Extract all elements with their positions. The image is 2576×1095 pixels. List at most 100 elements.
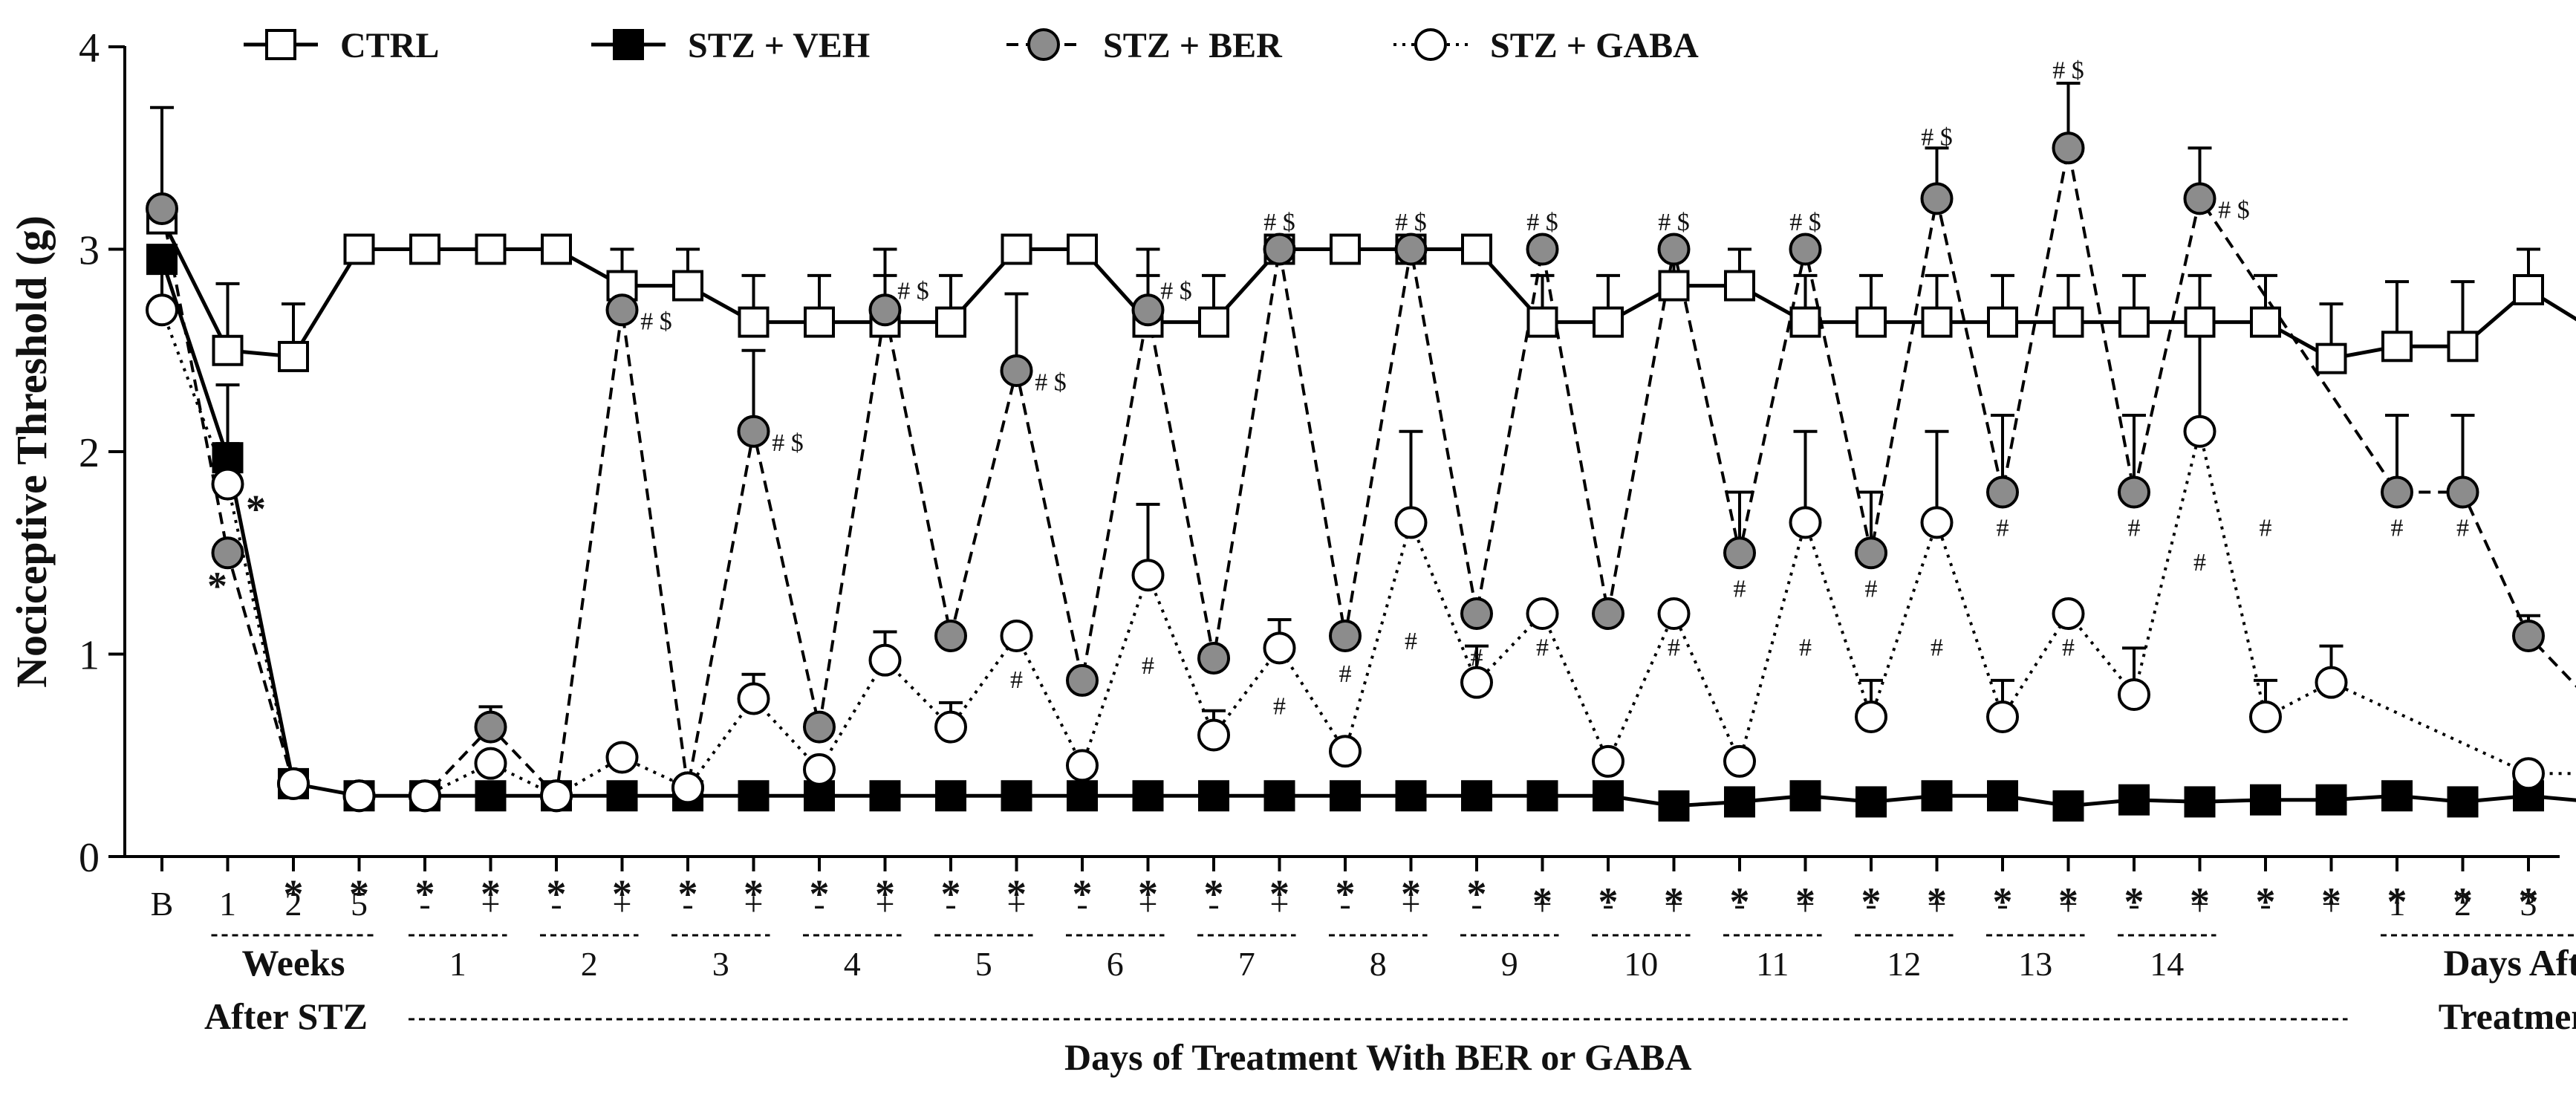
legend-label: CTRL (340, 26, 439, 65)
point-marker (672, 270, 703, 302)
annotation-mark: * (1993, 880, 2013, 924)
point-marker (737, 415, 770, 448)
day-label: 11 (1756, 945, 1789, 983)
point-marker (868, 643, 902, 677)
annotation-mark: # (1405, 628, 1417, 655)
point-marker (1066, 749, 1099, 782)
point-marker (1197, 641, 1230, 675)
annotation-mark: * (1861, 880, 1881, 924)
point-marker (1066, 663, 1099, 697)
point-marker (475, 233, 507, 265)
day-label: 13 (2018, 945, 2052, 983)
annotation-mark: # $ (2052, 57, 2084, 85)
y-axis: 0 1 2 3 4 Nociceptive Threshold (g) (7, 25, 126, 881)
point-marker (409, 233, 440, 265)
point-marker (2447, 331, 2479, 363)
point-marker (738, 780, 770, 812)
annotation-mark: # $ (772, 429, 804, 457)
point-marker (1198, 306, 1229, 338)
legend-marker (1027, 28, 1060, 61)
point-marker (1460, 597, 1493, 630)
point-marker (1329, 619, 1362, 652)
point-marker (212, 334, 244, 366)
annotation-mark: * (1401, 871, 1421, 916)
annotation-mark: # (1799, 634, 1812, 661)
annotation-mark: * (2453, 880, 2473, 924)
point-marker (2118, 306, 2150, 338)
point-marker (1395, 780, 1427, 812)
point-marker (1197, 718, 1230, 752)
annotation-mark: * (1730, 880, 1750, 924)
annotation-mark: * (2058, 880, 2078, 924)
point-marker (2052, 131, 2085, 165)
x-tick-label: - (945, 885, 956, 923)
x-tick-label: - (682, 885, 693, 923)
point-marker (2315, 666, 2348, 699)
annotation-mark: # (1273, 692, 1286, 720)
annotation-mark: * (1467, 871, 1487, 916)
annotation-mark: # (2260, 515, 2272, 542)
annotation-mark: * (875, 871, 895, 916)
point-marker (1855, 536, 1887, 570)
annotation-mark: * (1795, 880, 1815, 924)
point-marker (1987, 780, 2018, 812)
point-marker (409, 779, 441, 813)
series-line-stz-veh (160, 259, 2576, 808)
annotation-mark: # $ (2218, 197, 2250, 224)
day-label: 2 (581, 945, 598, 983)
point-marker (342, 779, 376, 813)
x-tick-label: + (1007, 885, 1027, 923)
point-marker (2315, 342, 2347, 374)
y-tick-label: 2 (79, 430, 100, 476)
point-marker (1855, 700, 1887, 733)
point-marker (2381, 331, 2413, 363)
x-tick-label: + (1796, 885, 1815, 923)
point-marker (1263, 631, 1296, 665)
point-marker (278, 340, 309, 372)
error-bars (150, 82, 2540, 735)
day-label: 12 (1887, 945, 1921, 983)
annotation-mark: * (2256, 880, 2276, 924)
point-marker (1394, 233, 1428, 266)
annotation-mark: # (2456, 515, 2469, 542)
annotation-mark: * (1073, 871, 1093, 916)
annotation-mark: # (1536, 634, 1549, 661)
annotation-mark: # (1668, 634, 1680, 661)
point-marker (1131, 293, 1165, 327)
x-tick-label: - (1208, 885, 1219, 923)
point-marker (1263, 780, 1295, 812)
annotation-mark: * (246, 487, 266, 532)
point-marker (1461, 780, 1492, 812)
point-marker (2513, 274, 2544, 305)
x-tick-label: B (151, 885, 174, 923)
x-tick-label: + (613, 885, 632, 923)
x-tick-label: - (1076, 885, 1087, 923)
point-marker (1657, 597, 1691, 630)
point-marker (2250, 784, 2281, 816)
day-label: 5 (975, 945, 992, 983)
point-marker (804, 780, 835, 812)
x-tick-label: 1 (2389, 885, 2406, 923)
point-marker (1855, 306, 1887, 338)
annotation-mark: * (1336, 871, 1356, 916)
point-marker (1724, 786, 1755, 818)
x-tick-label: - (1471, 885, 1482, 923)
x-tick-label: + (876, 885, 895, 923)
y-tick-label: 0 (79, 835, 100, 881)
point-marker (1001, 233, 1032, 265)
annotation-mark: * (1006, 871, 1027, 916)
point-marker (605, 293, 639, 327)
x-tick-label: + (1928, 885, 1947, 923)
annotation-mark: # $ (640, 308, 672, 336)
annotation-mark: # (2062, 634, 2075, 661)
point-marker (2512, 757, 2545, 790)
point-marker (277, 767, 310, 800)
point-marker (738, 306, 770, 338)
annotation-mark: # $ (1395, 209, 1427, 236)
point-marker (475, 780, 507, 812)
point-marker (1789, 506, 1822, 539)
x-tick-label: - (1997, 885, 2008, 923)
day-label: 9 (1501, 945, 1518, 983)
series-markers (146, 131, 2545, 822)
